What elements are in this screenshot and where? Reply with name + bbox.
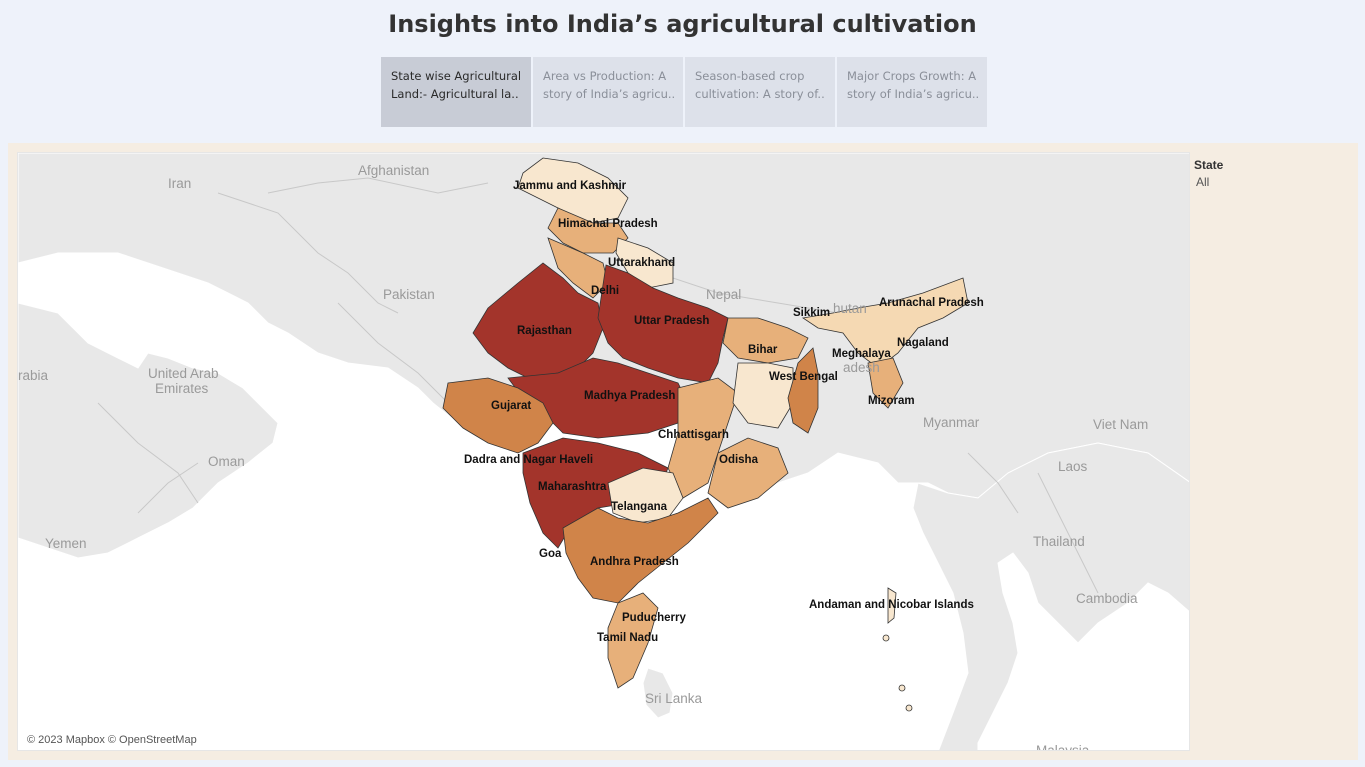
label-oman: Oman bbox=[208, 454, 245, 469]
label-andhra: Andhra Pradesh bbox=[590, 556, 679, 568]
label-dadra: Dadra and Nagar Haveli bbox=[464, 454, 593, 466]
choropleth-map[interactable]: Iran Afghanistan Pakistan Nepal hutan ad… bbox=[17, 152, 1190, 751]
tab-label-line2: story of India’s agricu.. bbox=[543, 87, 675, 101]
state-uttar-pradesh[interactable] bbox=[597, 264, 729, 384]
state-himachal-pradesh[interactable] bbox=[547, 207, 629, 254]
label-west-bengal: West Bengal bbox=[769, 371, 838, 383]
label-meghalaya: Meghalaya bbox=[832, 348, 891, 360]
region-labels: Iran Afghanistan Pakistan Nepal hutan ad… bbox=[18, 163, 1148, 751]
label-gujarat: Gujarat bbox=[491, 400, 531, 412]
state-northeast[interactable] bbox=[801, 277, 969, 369]
label-bihar: Bihar bbox=[748, 344, 778, 356]
dashboard-title: Insights into India’s agricultural culti… bbox=[388, 10, 977, 38]
state-mizoram[interactable] bbox=[867, 357, 904, 409]
label-nagaland: Nagaland bbox=[897, 337, 949, 349]
state-uttarakhand[interactable] bbox=[615, 237, 674, 289]
story-tabs: State wise Agricultural Land:- Agricultu… bbox=[381, 57, 987, 127]
state-andaman-nicobar[interactable] bbox=[887, 587, 897, 624]
label-iran: Iran bbox=[168, 176, 191, 191]
label-delhi: Delhi bbox=[591, 285, 619, 297]
state-punjab-haryana[interactable] bbox=[547, 237, 609, 299]
label-mizoram: Mizoram bbox=[868, 395, 915, 407]
tab-state-wise-agricultural-land[interactable]: State wise Agricultural Land:- Agricultu… bbox=[381, 57, 531, 127]
state-andaman-nicobar-island[interactable] bbox=[898, 684, 906, 692]
state-gujarat[interactable] bbox=[442, 377, 554, 454]
tab-label-line1: Major Crops Growth: A bbox=[847, 69, 977, 83]
label-telangana: Telangana bbox=[611, 501, 668, 513]
label-pakistan: Pakistan bbox=[383, 287, 435, 302]
state-andaman-nicobar-island[interactable] bbox=[882, 634, 890, 642]
label-odisha: Odisha bbox=[719, 454, 759, 466]
state-karnataka-andhra[interactable] bbox=[562, 497, 719, 604]
label-arunachal: Arunachal Pradesh bbox=[879, 297, 984, 309]
state-tamil-nadu[interactable] bbox=[607, 592, 659, 689]
label-chhattisgarh: Chhattisgarh bbox=[658, 429, 729, 441]
india-states[interactable] bbox=[442, 157, 969, 712]
label-thailand: Thailand bbox=[1033, 534, 1085, 549]
label-goa: Goa bbox=[539, 548, 562, 560]
label-afghanistan: Afghanistan bbox=[358, 163, 429, 178]
tab-label-line1: Season-based crop bbox=[695, 69, 805, 83]
state-odisha[interactable] bbox=[707, 437, 789, 509]
map-canvas[interactable]: Iran Afghanistan Pakistan Nepal hutan ad… bbox=[18, 153, 1190, 751]
tab-label-line2: cultivation: A story of.. bbox=[695, 87, 825, 101]
label-sri-lanka: Sri Lanka bbox=[645, 691, 703, 706]
filter-value[interactable]: All bbox=[1196, 175, 1210, 189]
state-andaman-nicobar-island[interactable] bbox=[905, 704, 913, 712]
label-bhutan: hutan bbox=[833, 301, 867, 316]
label-sikkim: Sikkim bbox=[793, 307, 830, 319]
label-puducherry: Puducherry bbox=[622, 612, 687, 624]
tab-area-vs-production[interactable]: Area vs Production: A story of India’s a… bbox=[533, 57, 683, 127]
southeast-asia-landmass bbox=[912, 442, 1189, 750]
label-maharashtra: Maharashtra bbox=[538, 481, 607, 493]
tab-label-line2: Land:- Agricultural la.. bbox=[391, 87, 519, 101]
label-vietnam: Viet Nam bbox=[1093, 417, 1148, 432]
state-labels: Jammu and Kashmir Himachal Pradesh Uttar… bbox=[464, 180, 984, 644]
label-jammu-kashmir: Jammu and Kashmir bbox=[513, 180, 627, 192]
label-uae-1: United Arab bbox=[148, 366, 219, 381]
sri-lanka-landmass bbox=[642, 667, 674, 719]
state-rajasthan[interactable] bbox=[472, 262, 604, 379]
state-filter[interactable]: State All bbox=[1194, 158, 1344, 189]
label-bangladesh: adesh bbox=[843, 360, 880, 375]
label-cambodia: Cambodia bbox=[1076, 591, 1138, 606]
tab-label-line2: story of India’s agricu.. bbox=[847, 87, 979, 101]
filter-label: State bbox=[1194, 158, 1224, 172]
map-attribution[interactable]: © 2023 Mapbox © OpenStreetMap bbox=[25, 733, 199, 747]
label-uae-2: Emirates bbox=[155, 381, 209, 396]
state-chhattisgarh[interactable] bbox=[667, 377, 739, 499]
label-nepal: Nepal bbox=[706, 287, 741, 302]
state-west-bengal[interactable] bbox=[787, 347, 819, 434]
state-telangana[interactable] bbox=[607, 467, 684, 524]
label-himachal: Himachal Pradesh bbox=[558, 218, 658, 230]
state-bihar[interactable] bbox=[722, 317, 809, 364]
tab-label-line1: State wise Agricultural bbox=[391, 69, 522, 83]
state-jharkhand[interactable] bbox=[732, 362, 794, 429]
label-arabia: rabia bbox=[18, 368, 49, 383]
tab-label-line1: Area vs Production: A bbox=[543, 69, 667, 83]
label-rajasthan: Rajasthan bbox=[517, 325, 572, 337]
tab-season-based-crop[interactable]: Season-based crop cultivation: A story o… bbox=[685, 57, 835, 127]
label-laos: Laos bbox=[1058, 459, 1088, 474]
tab-major-crops-growth[interactable]: Major Crops Growth: A story of India’s a… bbox=[837, 57, 987, 127]
label-uttar-pradesh: Uttar Pradesh bbox=[634, 315, 709, 327]
label-tamil-nadu: Tamil Nadu bbox=[597, 632, 658, 644]
label-yemen: Yemen bbox=[45, 536, 87, 551]
label-myanmar: Myanmar bbox=[923, 415, 980, 430]
label-madhya-pradesh: Madhya Pradesh bbox=[584, 390, 675, 402]
label-malaysia: Malaysia bbox=[1036, 743, 1090, 751]
arabia-landmass bbox=[18, 302, 279, 559]
label-uttarakhand: Uttarakhand bbox=[608, 257, 675, 269]
label-andaman: Andaman and Nicobar Islands bbox=[809, 599, 974, 611]
